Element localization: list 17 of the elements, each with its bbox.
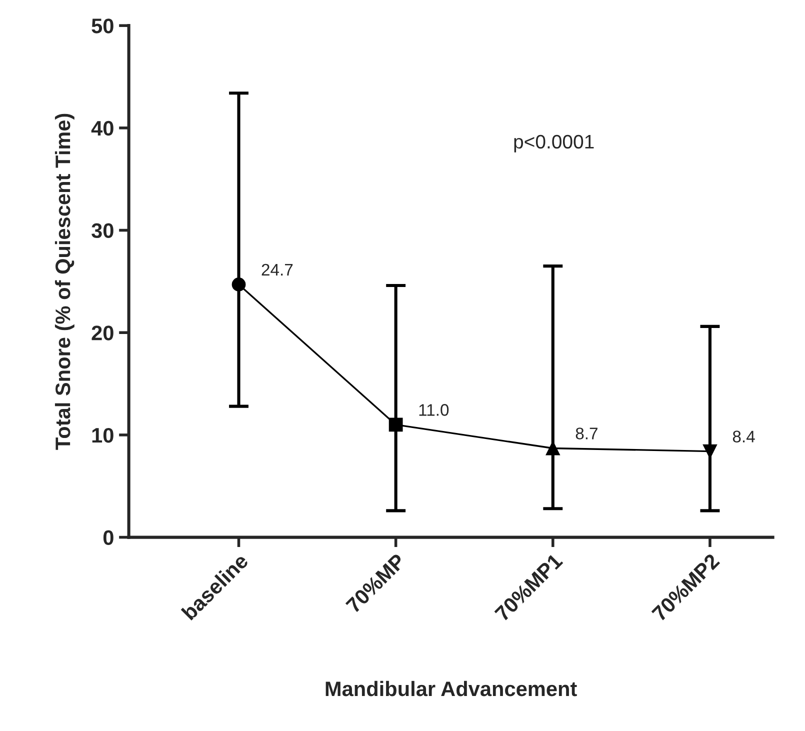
point (546, 441, 560, 456)
y-tick-label: 0 (103, 530, 114, 546)
y-tick-label: 20 (92, 326, 114, 340)
point (232, 278, 246, 292)
y-tick-label: 10 (92, 428, 114, 443)
y-tick-label: 40 (91, 120, 114, 136)
y-axis-title: Total Snore (% of Quiescent Time) (54, 114, 74, 450)
point (703, 444, 717, 458)
y-tick-label: 50 (92, 18, 114, 34)
data-label: 8.4 (732, 430, 755, 442)
y-tick-label: 30 (92, 223, 114, 238)
x-axis-title: Mandibular Advancement (326, 680, 577, 696)
point (388, 418, 403, 432)
data-label: 24.7 (262, 264, 293, 276)
data-label: 11.0 (419, 404, 449, 416)
annotation: p<0.0001 (514, 134, 594, 152)
data-label: 8.7 (576, 428, 598, 440)
